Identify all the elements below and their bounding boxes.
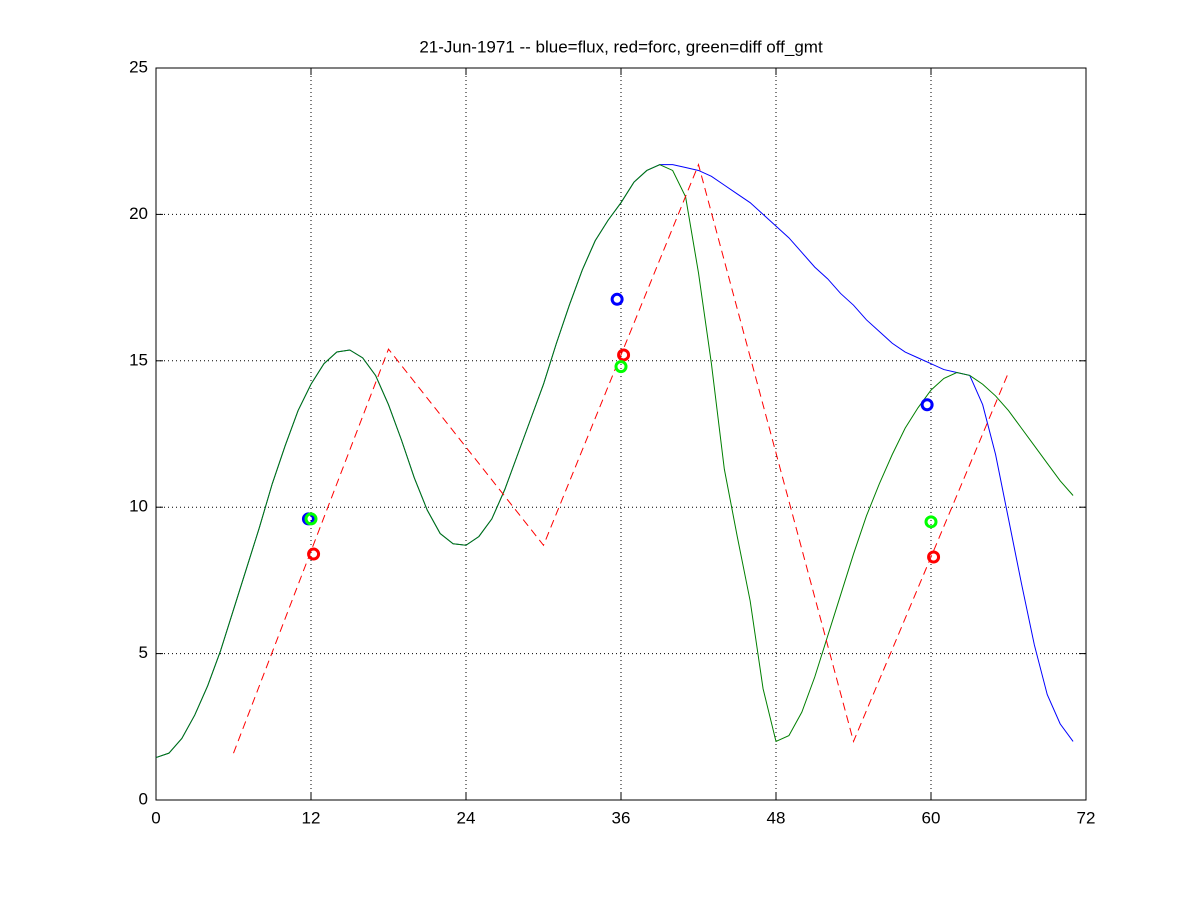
x-tick-label: 24 [457,808,476,827]
marker [307,547,321,561]
x-tick-label: 36 [612,808,631,827]
x-tick-label: 60 [922,808,941,827]
y-tick-label: 10 [129,497,148,516]
marker [924,515,938,529]
x-tick-label: 0 [151,808,160,827]
marker [304,512,318,526]
axes-box [155,67,1087,801]
line [155,164,1074,759]
line [233,163,1009,754]
marker [927,550,941,564]
y-tick-label: 20 [129,204,148,223]
y-tick-label: 5 [139,643,148,662]
y-tick-label: 25 [129,57,148,76]
y-tick-label: 0 [139,789,148,808]
marker [614,360,628,374]
x-tick-label: 12 [302,808,321,827]
chart-title: 21-Jun-1971 -- blue=flux, red=forc, gree… [419,37,823,56]
y-tick-label: 15 [129,350,148,369]
marker [617,348,631,362]
marker [610,292,624,306]
x-tick-label: 72 [1077,808,1096,827]
plot-area [156,68,1086,800]
x-tick-label: 48 [767,808,786,827]
marker [920,398,934,412]
